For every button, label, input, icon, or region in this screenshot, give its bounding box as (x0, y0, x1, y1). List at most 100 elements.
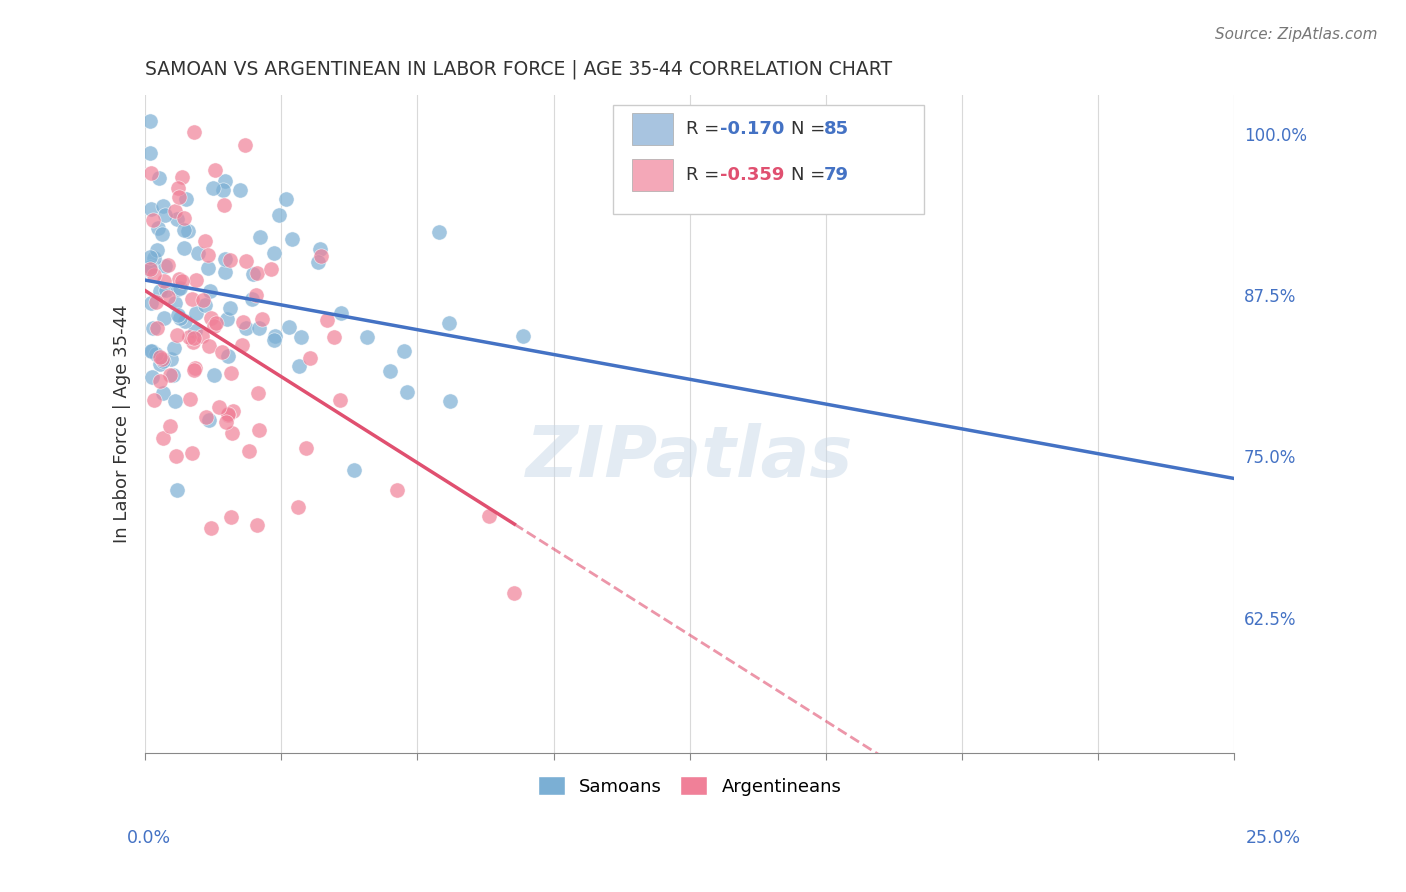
Text: Source: ZipAtlas.com: Source: ZipAtlas.com (1215, 27, 1378, 42)
Point (156, 290, 179, 304)
Point (238, 444, 260, 458)
Point (143, 251, 166, 265)
Point (212, 198, 235, 212)
Point (215, 415, 238, 429)
Point (181, 293, 204, 307)
Point (309, 249, 332, 263)
Point (295, 441, 318, 455)
Point (141, 296, 163, 310)
Text: R =: R = (686, 120, 725, 138)
Point (211, 345, 233, 359)
Point (208, 400, 231, 414)
Point (385, 483, 408, 498)
Point (217, 409, 239, 423)
Point (177, 224, 200, 238)
Y-axis label: In Labor Force | Age 35-44: In Labor Force | Age 35-44 (114, 305, 131, 543)
Point (214, 252, 236, 266)
Point (205, 316, 228, 330)
Point (163, 341, 186, 355)
Point (167, 190, 190, 204)
Point (166, 327, 188, 342)
Point (245, 288, 267, 302)
Point (309, 243, 332, 257)
Text: 79: 79 (824, 167, 848, 185)
Text: -0.170: -0.170 (720, 120, 785, 138)
Point (247, 321, 270, 335)
Point (152, 431, 174, 445)
Point (198, 338, 221, 352)
Point (152, 386, 174, 401)
Point (150, 227, 173, 241)
Point (221, 426, 243, 441)
Point (191, 329, 214, 343)
Point (288, 359, 311, 373)
Point (148, 221, 170, 235)
Point (183, 330, 205, 344)
Point (247, 423, 270, 437)
Point (169, 271, 191, 285)
Point (173, 241, 195, 255)
Point (264, 329, 287, 343)
Point (184, 273, 207, 287)
Point (149, 350, 172, 364)
Point (202, 368, 225, 383)
Text: N =: N = (790, 120, 831, 138)
Point (250, 312, 273, 326)
Point (229, 183, 252, 197)
Point (149, 357, 172, 371)
Point (187, 245, 209, 260)
Point (183, 125, 205, 139)
Point (202, 319, 225, 334)
Point (162, 368, 184, 382)
Point (197, 248, 219, 262)
Point (169, 281, 191, 295)
Point (139, 166, 162, 180)
Point (145, 320, 167, 334)
Point (177, 330, 200, 344)
Point (165, 449, 187, 463)
Point (439, 393, 461, 408)
Point (219, 301, 242, 315)
Point (141, 343, 163, 358)
Text: N =: N = (790, 167, 831, 185)
Point (191, 293, 214, 307)
Point (263, 246, 285, 260)
Point (246, 517, 269, 532)
Point (139, 202, 162, 217)
Point (170, 169, 193, 184)
Point (329, 393, 352, 408)
Point (138, 260, 160, 274)
Point (396, 385, 419, 400)
Point (512, 329, 534, 343)
Text: 0.0%: 0.0% (127, 829, 170, 847)
Point (165, 296, 187, 310)
Point (204, 163, 226, 178)
Point (249, 230, 271, 244)
Point (222, 404, 245, 418)
Point (235, 254, 257, 268)
Point (139, 343, 162, 358)
Point (142, 392, 165, 407)
Point (149, 284, 172, 298)
Point (217, 349, 239, 363)
Point (166, 282, 188, 296)
Point (235, 321, 257, 335)
Point (198, 285, 221, 299)
Point (159, 368, 181, 383)
Point (219, 510, 242, 524)
Point (160, 351, 183, 366)
Point (181, 445, 204, 459)
Point (278, 320, 301, 334)
Text: 85: 85 (824, 120, 849, 138)
Point (197, 261, 219, 276)
Point (183, 324, 205, 338)
Point (148, 170, 170, 185)
Point (145, 347, 167, 361)
Point (214, 265, 236, 279)
Point (141, 369, 163, 384)
Point (503, 585, 526, 599)
Point (299, 351, 322, 365)
Point (153, 208, 176, 222)
Point (200, 311, 222, 326)
Point (159, 418, 181, 433)
